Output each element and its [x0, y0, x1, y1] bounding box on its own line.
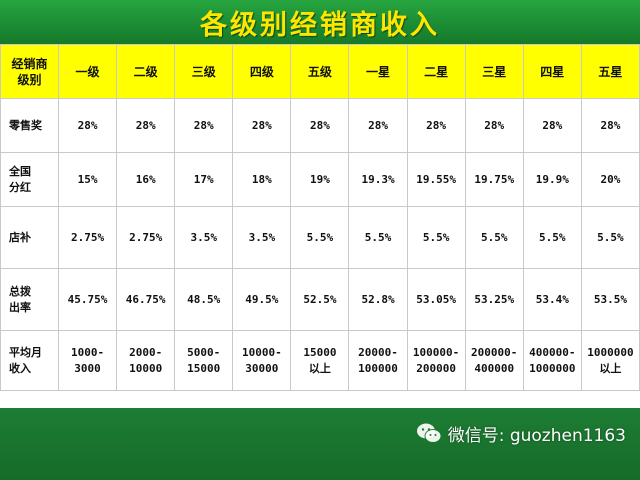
table-cell: 53.25% — [464, 268, 524, 331]
income-table-container: 经销商 级别 一级 二级 三级 四级 五级 一星 二星 三星 四星 五星 零售奖… — [0, 44, 640, 408]
table-cell: 5.5% — [522, 206, 582, 269]
table-cell: 3.5% — [174, 206, 234, 269]
table-cell: 28% — [348, 98, 408, 153]
column-header: 二星 — [406, 44, 466, 99]
table-cell: 28% — [290, 98, 350, 153]
table-cell: 5000- 15000 — [174, 330, 234, 391]
table-cell: 53.5% — [580, 268, 640, 331]
table-cell: 5.5% — [580, 206, 640, 269]
table-row: 店补 2.75% 2.75% 3.5% 3.5% 5.5% 5.5% 5.5% … — [0, 206, 640, 269]
column-header: 一级 — [57, 44, 118, 99]
row-label: 平均月 收入 — [0, 330, 59, 391]
table-cell: 100000- 200000 — [406, 330, 466, 391]
table-cell: 5.5% — [290, 206, 350, 269]
table-cell: 3.5% — [232, 206, 292, 269]
income-table: 经销商 级别 一级 二级 三级 四级 五级 一星 二星 三星 四星 五星 零售奖… — [0, 44, 640, 391]
column-header: 四级 — [232, 44, 292, 99]
column-header: 四星 — [522, 44, 582, 99]
column-header: 二级 — [116, 44, 176, 99]
table-cell: 28% — [464, 98, 524, 153]
table-cell: 2000- 10000 — [116, 330, 176, 391]
table-cell: 1000000 以上 — [580, 330, 640, 391]
table-cell: 48.5% — [174, 268, 234, 331]
table-cell: 18% — [232, 152, 292, 207]
table-cell: 10000- 30000 — [232, 330, 292, 391]
table-cell: 28% — [522, 98, 582, 153]
table-cell: 5.5% — [348, 206, 408, 269]
table-cell: 20000- 100000 — [348, 330, 408, 391]
table-cell: 46.75% — [116, 268, 176, 331]
table-cell: 45.75% — [57, 268, 118, 331]
table-cell: 28% — [116, 98, 176, 153]
table-cell: 28% — [232, 98, 292, 153]
table-row: 总拨 出率 45.75% 46.75% 48.5% 49.5% 52.5% 52… — [0, 268, 640, 331]
header-row: 经销商 级别 一级 二级 三级 四级 五级 一星 二星 三星 四星 五星 — [0, 44, 640, 99]
row-label: 零售奖 — [0, 98, 59, 153]
table-cell: 19% — [290, 152, 350, 207]
table-cell: 5.5% — [464, 206, 524, 269]
column-header: 五星 — [580, 44, 640, 99]
footer-band — [0, 408, 640, 480]
row-label: 店补 — [0, 206, 59, 269]
table-cell: 16% — [116, 152, 176, 207]
table-cell: 200000- 400000 — [464, 330, 524, 391]
table-cell: 53.4% — [522, 268, 582, 331]
table-cell: 15000 以上 — [290, 330, 350, 391]
corner-header: 经销商 级别 — [0, 44, 59, 99]
column-header: 五级 — [290, 44, 350, 99]
table-cell: 19.3% — [348, 152, 408, 207]
table-cell: 19.55% — [406, 152, 466, 207]
table-cell: 52.5% — [290, 268, 350, 331]
table-cell: 5.5% — [406, 206, 466, 269]
column-header: 一星 — [348, 44, 408, 99]
table-cell: 28% — [174, 98, 234, 153]
table-cell: 400000- 1000000 — [522, 330, 582, 391]
row-label: 总拨 出率 — [0, 268, 59, 331]
page-title: 各级别经销商收入 — [200, 9, 440, 41]
table-cell: 52.8% — [348, 268, 408, 331]
column-header: 三级 — [174, 44, 234, 99]
table-cell: 28% — [57, 98, 118, 153]
table-cell: 53.05% — [406, 268, 466, 331]
table-cell: 2.75% — [57, 206, 118, 269]
table-row: 平均月 收入 1000- 3000 2000- 10000 5000- 1500… — [0, 330, 640, 391]
row-label: 全国 分红 — [0, 152, 59, 207]
watermark: 微信号: guozhen1163 — [416, 418, 626, 448]
table-row: 全国 分红 15% 16% 17% 18% 19% 19.3% 19.55% 1… — [0, 152, 640, 207]
table-cell: 19.75% — [464, 152, 524, 207]
wechat-icon — [416, 423, 442, 443]
table-cell: 15% — [57, 152, 118, 207]
table-cell: 17% — [174, 152, 234, 207]
table-cell: 49.5% — [232, 268, 292, 331]
table-row: 零售奖 28% 28% 28% 28% 28% 28% 28% 28% 28% … — [0, 98, 640, 153]
table-cell: 19.9% — [522, 152, 582, 207]
column-header: 三星 — [464, 44, 524, 99]
table-cell: 2.75% — [116, 206, 176, 269]
table-cell: 1000- 3000 — [57, 330, 118, 391]
watermark-text: 微信号: guozhen1163 — [447, 425, 626, 446]
table-cell: 20% — [580, 152, 640, 207]
table-cell: 28% — [406, 98, 466, 153]
title-bar: 各级别经销商收入 — [0, 0, 640, 44]
table-cell: 28% — [580, 98, 640, 153]
